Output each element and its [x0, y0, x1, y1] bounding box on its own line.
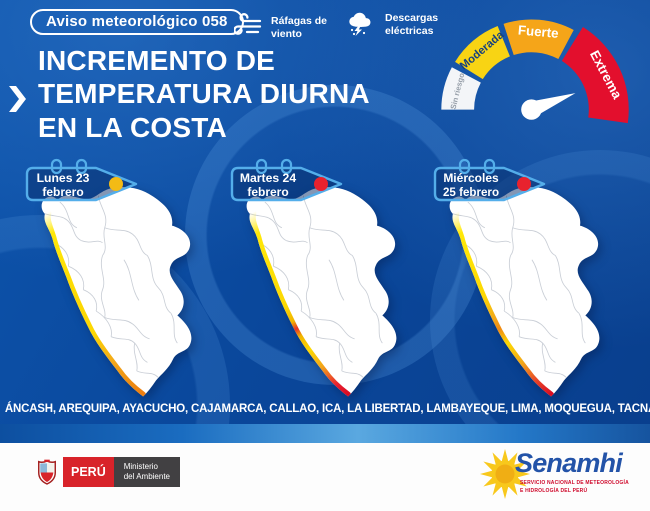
ministry-line1: Ministerio	[123, 461, 158, 471]
gauge-segment-sin-riesgo	[441, 67, 481, 110]
gauge-segment-fuerte	[503, 19, 574, 59]
hazard-wind-line2: viento	[271, 27, 302, 40]
senamhi-sun-icon	[480, 449, 530, 499]
date-line2: febrero	[42, 185, 83, 199]
map-day-3: Miércoles 25 febrero	[424, 158, 624, 400]
senamhi-subtitle: SERVICIO NACIONAL DE METEOROLOGÍA E HIDR…	[520, 480, 629, 495]
gauge-needle	[521, 93, 576, 120]
peru-coat-of-arms-icon	[38, 459, 56, 485]
map-day-2: Martes 24 febrero	[221, 158, 421, 400]
wind-icon	[234, 13, 262, 35]
peru-government-logo: PERÚ Ministerio del Ambiente	[36, 457, 180, 487]
date-line2: febrero	[247, 185, 288, 199]
senamhi-subtitle-line2: E HIDROLOGÍA DEL PERÚ	[520, 487, 588, 494]
senamhi-logo: Senamhi SERVICIO NACIONAL DE METEOROLOGÍ…	[478, 447, 650, 507]
hazard-electric-line2: eléctricas	[385, 24, 434, 37]
hazard-wind-label: Ráfagas de viento	[271, 13, 327, 41]
title-line: TEMPERATURA DIURNA	[38, 78, 370, 110]
peru-wordmark: PERÚ	[63, 457, 114, 487]
risk-dot-day-1	[109, 177, 123, 191]
risk-dot-day-2	[314, 177, 328, 191]
divider-band	[0, 424, 650, 443]
advisory-number-badge: Aviso meteorológico 058	[30, 9, 244, 35]
date-line1: Miércoles	[443, 171, 499, 185]
peru-map-day-1	[34, 185, 216, 404]
date-line2: 25 febrero	[443, 186, 499, 199]
ministry-line2: del Ambiente	[123, 472, 170, 481]
hazard-electric: Descargas eléctricas	[344, 10, 438, 38]
gauge-label-fuerte: Fuerte	[517, 22, 559, 40]
hazard-electric-label: Descargas eléctricas	[385, 10, 438, 38]
map-day-1: Lunes 23 febrero	[16, 158, 216, 400]
gauge-segment-moderada	[455, 26, 510, 80]
page-title: INCREMENTO DE TEMPERATURA DIURNA EN LA C…	[38, 44, 370, 144]
footer: PERÚ Ministerio del Ambiente Senamhi SER…	[0, 443, 650, 511]
date-label-day-3: Miércoles 25 febrero	[433, 158, 546, 202]
risk-level-gauge: Sin riesgo Moderada Fuerte Extrema	[441, 19, 629, 124]
chevron-right-icon	[9, 86, 26, 112]
title-line: INCREMENTO DE	[38, 45, 275, 76]
storm-cloud-icon	[349, 12, 371, 36]
hazard-wind-line1: Ráfagas de	[271, 15, 328, 27]
date-line1: Martes 24	[240, 171, 296, 185]
date-line1: Lunes 23	[37, 171, 90, 185]
regions-list: ÁNCASH, AREQUIPA, AYACUCHO, CAJAMARCA, C…	[4, 402, 650, 415]
hazard-wind: Ráfagas de viento	[234, 13, 327, 41]
peru-map-day-2	[239, 185, 421, 404]
risk-dot-day-3	[517, 177, 531, 191]
date-label-day-2: Martes 24 febrero	[230, 158, 343, 202]
date-label-day-1: Lunes 23 febrero	[25, 158, 138, 202]
ministry-label: Ministerio del Ambiente	[113, 457, 180, 487]
peru-map-day-3	[442, 185, 624, 404]
affected-regions: ÁNCASH, AREQUIPA, AYACUCHO, CAJAMARCA, C…	[0, 398, 650, 419]
title-line: EN LA COSTA	[38, 111, 227, 143]
gauge-segment-extrema	[561, 27, 629, 124]
senamhi-wordmark: Senamhi	[515, 448, 623, 478]
senamhi-subtitle-line1: SERVICIO NACIONAL DE METEOROLOGÍA	[520, 480, 629, 486]
hazard-electric-line1: Descargas	[385, 12, 439, 24]
